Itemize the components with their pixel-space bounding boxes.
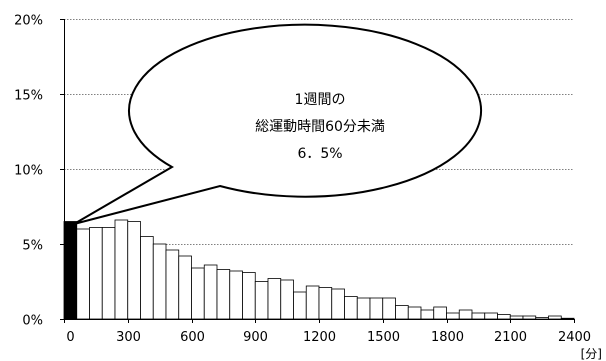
histogram-bar	[280, 279, 294, 320]
x-tick-label: 0	[66, 330, 74, 345]
histogram-bar	[229, 270, 243, 320]
histogram-bar	[305, 285, 320, 320]
histogram-bar	[152, 243, 167, 320]
x-tick-label: 1200	[303, 330, 336, 345]
histogram-bar	[407, 306, 422, 320]
y-tick-label: 5%	[22, 239, 43, 254]
histogram-bar	[242, 272, 256, 320]
bar-series	[63, 219, 575, 320]
y-tick-label: 15%	[14, 89, 43, 104]
x-tick-label: 600	[180, 330, 205, 345]
y-tick-label: 0%	[22, 314, 43, 329]
histogram-bar	[344, 296, 358, 320]
histogram-bar	[548, 315, 562, 320]
y-tick-label: 20%	[14, 14, 43, 29]
histogram-bar	[497, 314, 511, 320]
histogram-bar	[101, 227, 116, 320]
histogram-bar	[89, 227, 103, 320]
callout-bubble	[73, 23, 483, 225]
histogram-bar	[420, 309, 435, 320]
histogram-bar	[267, 278, 282, 320]
histogram-bar	[395, 305, 409, 320]
histogram-bar	[178, 255, 192, 320]
histogram-bar	[535, 317, 549, 320]
x-tick-label: 300	[116, 330, 141, 345]
histogram-bar	[165, 249, 180, 320]
histogram-bar	[191, 267, 205, 320]
histogram-bar-highlighted	[63, 221, 78, 320]
histogram-bar	[560, 317, 575, 320]
histogram-bar	[76, 228, 90, 320]
x-tick-label: 900	[243, 330, 268, 345]
y-tick-label: 10%	[14, 164, 43, 179]
y-tick-labels: 0% 5% 10% 15% 20%	[14, 14, 43, 329]
axes	[60, 19, 575, 323]
histogram-bar	[331, 288, 345, 320]
x-tick-labels: 0 300 600 900 1200 1500 1800 2100 2400	[66, 330, 591, 345]
annotation-line-3: 6．5%	[297, 146, 342, 162]
histogram-bar	[127, 221, 141, 320]
annotation-line-2: 総運動時間60分未満	[255, 119, 385, 135]
histogram-bar	[522, 315, 537, 320]
x-tick-label: 1500	[367, 330, 400, 345]
histogram-bar	[140, 236, 154, 320]
histogram-bar	[433, 306, 447, 320]
histogram-bar	[216, 269, 231, 320]
histogram-bar	[254, 281, 269, 320]
histogram-bar	[446, 312, 460, 320]
annotation-callout: 1週間の 総運動時間60分未満 6．5%	[73, 23, 483, 225]
histogram-bar	[369, 297, 384, 320]
annotation-line-1: 1週間の	[295, 92, 346, 108]
x-unit-label: [分]	[581, 347, 602, 361]
histogram-bar	[382, 297, 396, 320]
x-tick-label: 1800	[431, 330, 464, 345]
histogram-bar	[509, 315, 524, 320]
histogram-bar	[471, 312, 486, 320]
histogram-bar	[203, 264, 218, 320]
histogram-bar	[318, 287, 333, 320]
histogram-bar	[484, 312, 498, 320]
x-tick-label: 2400	[558, 330, 591, 345]
histogram-bar	[356, 297, 371, 320]
histogram-bar	[114, 219, 129, 320]
x-tick-label: 2100	[494, 330, 527, 345]
histogram-bar	[458, 309, 473, 320]
histogram-bar	[293, 291, 307, 320]
